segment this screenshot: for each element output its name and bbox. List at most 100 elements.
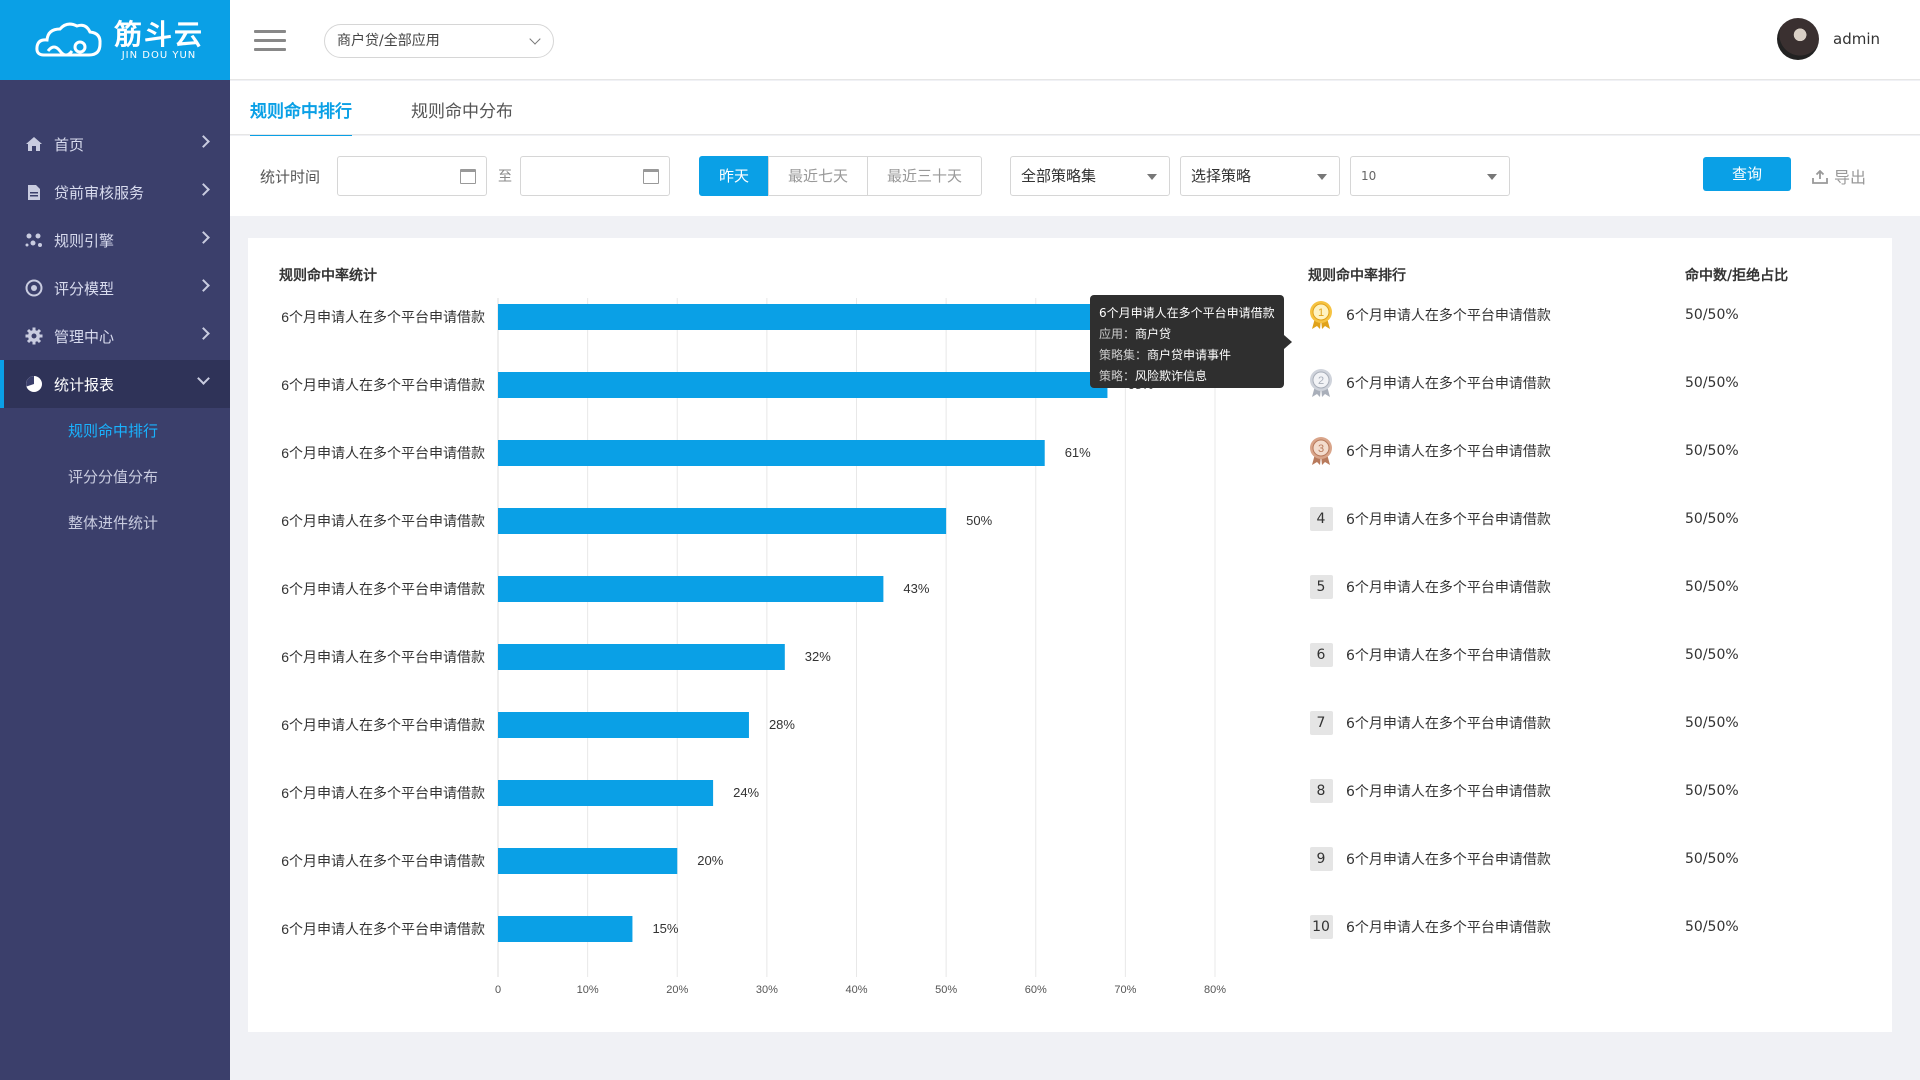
rank-rule-name: 6个月申请人在多个平台申请借款 <box>1346 444 1551 460</box>
chart-title: 规则命中率统计 <box>279 268 377 284</box>
range-last-7-days[interactable]: 最近七天 <box>768 156 869 196</box>
sidebar-item-management[interactable]: 管理中心 <box>0 312 230 360</box>
bar-value-label: 15% <box>652 921 678 936</box>
sidebar-item-home[interactable]: 首页 <box>0 120 230 168</box>
rank-hit-ratio: 50/50% <box>1685 851 1739 867</box>
rank-number: 7 <box>1309 711 1333 735</box>
user-menu[interactable]: admin <box>1777 18 1880 60</box>
range-yesterday[interactable]: 昨天 <box>699 156 770 196</box>
rank-rule-name: 6个月申请人在多个平台申请借款 <box>1346 784 1551 800</box>
tooltip-title: 6个月申请人在多个平台申请借款 <box>1099 306 1275 320</box>
chevron-right-icon <box>197 183 210 196</box>
bar <box>498 916 633 942</box>
medal-icon: 2 <box>1308 368 1334 398</box>
user-name: admin <box>1833 30 1880 48</box>
rank-hit-ratio: 50/50% <box>1685 443 1739 459</box>
bar-category-label: 6个月申请人在多个平台申请借款 <box>281 785 485 801</box>
rule-engine-icon <box>24 230 44 250</box>
rank-badge: 10 <box>1308 912 1334 942</box>
sidebar-item-label: 统计报表 <box>54 375 115 394</box>
sidebar-item-label: 评分模型 <box>54 279 115 298</box>
rank-rule-name: 6个月申请人在多个平台申请借款 <box>1346 512 1551 528</box>
hit-rate-chart: 0 10% 20% 30% 40% 50% 60% 70% 80% 6个月申请人在多个平台申请借款… <box>281 298 1226 996</box>
rank-number: 2 <box>1318 375 1324 387</box>
medal-icon: 3 <box>1308 436 1334 466</box>
rank-rule-name: 6个月申请人在多个平台申请借款 <box>1346 580 1551 596</box>
tooltip-set-value: 商户贷申请事件 <box>1147 348 1232 362</box>
sidebar-item-label: 规则引擎 <box>54 231 115 250</box>
start-date-input[interactable] <box>337 156 487 196</box>
export-label: 导出 <box>1834 168 1867 187</box>
bar-category-label: 6个月申请人在多个平台申请借款 <box>281 445 485 461</box>
tooltip-set-label: 策略集： <box>1099 348 1148 362</box>
bar-category-label: 6个月申请人在多个平台申请借款 <box>281 377 485 393</box>
range-selector: 昨天 最近七天 最近三十天 <box>699 156 983 196</box>
rank-hit-ratio: 50/50% <box>1685 375 1739 391</box>
bar-value-label: 24% <box>733 785 759 800</box>
app-select[interactable]: 商户贷/全部应用 <box>324 24 554 58</box>
rank-number: 10 <box>1309 915 1333 939</box>
dropdown-arrow-icon <box>1317 174 1327 180</box>
bar-value-label: 20% <box>697 853 723 868</box>
ratio-title: 命中数/拒绝占比 <box>1685 268 1789 284</box>
rank-hit-ratio: 50/50% <box>1685 647 1739 663</box>
rank-number: 5 <box>1309 575 1333 599</box>
export-button[interactable]: 导出 <box>1812 164 1866 188</box>
bar-value-label: 61% <box>1065 445 1091 460</box>
cloud-logo-icon <box>35 22 102 57</box>
strategy-set-select[interactable]: 全部策略集 <box>1010 156 1170 196</box>
bar <box>498 576 884 602</box>
rank-badge: 4 <box>1308 504 1334 534</box>
tab-bar: 规则命中排行 规则命中分布 <box>230 81 1920 138</box>
rank-hit-ratio: 50/50% <box>1685 715 1739 731</box>
rank-row: 6 6个月申请人在多个平台申请借款 50/50% <box>1308 640 1868 670</box>
tab-rule-hit-ranking[interactable]: 规则命中排行 <box>250 97 352 138</box>
count-select[interactable]: 10 <box>1350 156 1510 196</box>
x-tick-label: 30% <box>756 984 778 996</box>
avatar[interactable] <box>1777 18 1819 60</box>
chevron-right-icon <box>197 279 210 292</box>
chevron-down-icon <box>529 33 541 45</box>
sidebar-item-label: 管理中心 <box>54 327 115 346</box>
rank-row: 8 6个月申请人在多个平台申请借款 50/50% <box>1308 776 1868 806</box>
sidebar-subitem-rule-hit-ranking[interactable]: 规则命中排行 <box>68 422 159 440</box>
rank-row: 3 6个月申请人在多个平台申请借款 50/50% <box>1308 436 1868 466</box>
logo[interactable]: 筋斗云 JIN DOU YUN <box>0 0 230 80</box>
rank-row: 2 6个月申请人在多个平台申请借款 50/50% <box>1308 368 1868 398</box>
sidebar-item-rule-engine[interactable]: 规则引擎 <box>0 216 230 264</box>
rank-rule-name: 6个月申请人在多个平台申请借款 <box>1346 852 1551 868</box>
x-tick-label: 70% <box>1114 984 1136 996</box>
tab-rule-hit-distribution[interactable]: 规则命中分布 <box>411 102 513 122</box>
bar-category-label: 6个月申请人在多个平台申请借款 <box>281 853 485 869</box>
sidebar-nav: 首页 贷前审核服务 规则引擎 评分模型 <box>0 120 230 546</box>
rank-title: 规则命中率排行 <box>1308 268 1406 284</box>
bar-value-label: 43% <box>903 581 929 596</box>
sidebar-item-loan-review[interactable]: 贷前审核服务 <box>0 168 230 216</box>
brand-name: 筋斗云 <box>114 17 205 51</box>
sidebar: 筋斗云 JIN DOU YUN 首页 贷前审核服务 规则引擎 <box>0 0 230 1080</box>
end-date-input[interactable] <box>520 156 670 196</box>
bar <box>498 440 1045 466</box>
top-header: 商户贷/全部应用 admin <box>230 0 1920 80</box>
rank-row: 4 6个月申请人在多个平台申请借款 50/50% <box>1308 504 1868 534</box>
query-button[interactable]: 查询 <box>1703 157 1791 191</box>
sidebar-item-reports[interactable]: 统计报表 <box>0 360 230 408</box>
bar <box>498 848 678 874</box>
rank-rule-name: 6个月申请人在多个平台申请借款 <box>1346 920 1551 936</box>
menu-toggle-icon[interactable] <box>254 30 286 52</box>
strategy-set-value: 全部策略集 <box>1021 167 1097 185</box>
chevron-right-icon <box>197 231 210 244</box>
x-tick-label: 50% <box>935 984 957 996</box>
strategy-select[interactable]: 选择策略 <box>1180 156 1340 196</box>
sidebar-subitem-score-distribution[interactable]: 评分分值分布 <box>68 468 159 486</box>
bar-category-label: 6个月申请人在多个平台申请借款 <box>281 581 485 597</box>
x-tick-label: 60% <box>1025 984 1047 996</box>
export-icon <box>1812 169 1828 184</box>
sidebar-subitem-overall-stats[interactable]: 整体进件统计 <box>68 514 159 532</box>
sidebar-item-score-model[interactable]: 评分模型 <box>0 264 230 312</box>
rank-row: 1 6个月申请人在多个平台申请借款 50/50% <box>1308 300 1868 330</box>
range-last-30-days[interactable]: 最近三十天 <box>867 156 983 196</box>
rank-row: 9 6个月申请人在多个平台申请借款 50/50% <box>1308 844 1868 874</box>
chevron-right-icon <box>197 135 210 148</box>
app-select-value: 商户贷/全部应用 <box>337 33 440 49</box>
